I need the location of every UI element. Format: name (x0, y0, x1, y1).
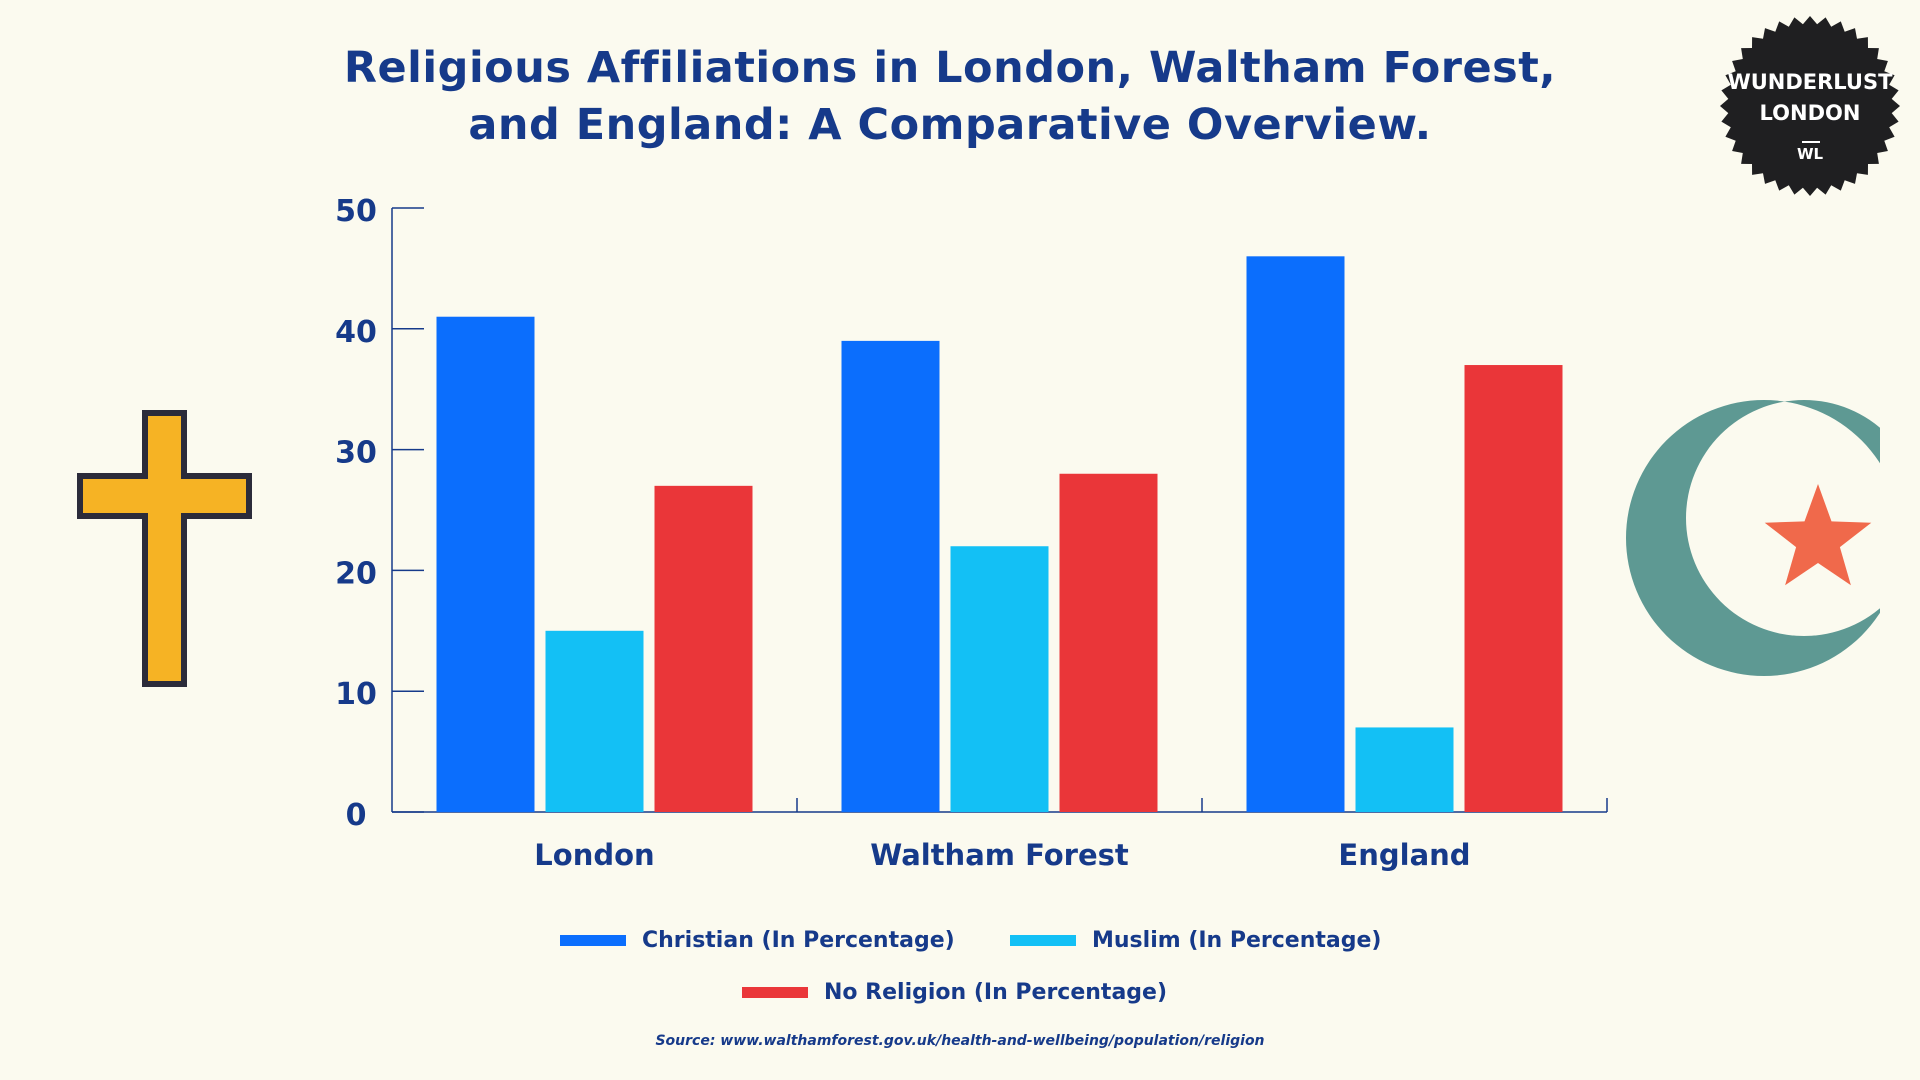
legend-item: No Religion (In Percentage) (742, 977, 1167, 1007)
chart-title-line-1: Religious Affiliations in London, Waltha… (343, 43, 1557, 93)
badge-divider (1802, 141, 1820, 143)
y-tick-label: 50 (335, 194, 377, 229)
y-tick-label: 10 (335, 677, 377, 712)
legend-label: No Religion (In Percentage) (824, 979, 1168, 1005)
x-category-label: England (1338, 838, 1470, 872)
y-tick-label: 0 (346, 798, 367, 833)
legend-label: Christian (In Percentage) (642, 927, 955, 953)
bar-muslim-waltham-forest (950, 546, 1049, 812)
chart-title-line-2: and England: A Comparative Overview. (468, 100, 1432, 150)
badge-line-3: WL (1796, 145, 1824, 163)
bar-muslim-england (1355, 727, 1454, 812)
chart-title: Religious Affiliations in London, Waltha… (250, 40, 1650, 154)
bar-christian-london (436, 316, 535, 812)
legend-swatch (560, 934, 626, 946)
badge-line-2: LONDON (1759, 101, 1861, 125)
wunderlust-london-logo: WUNDERLUST LONDON WL (1718, 14, 1902, 198)
badge-seal-icon (1720, 16, 1900, 196)
source-note: Source: www.walthamforest.gov.uk/health-… (655, 1033, 1265, 1049)
bar-christian-england (1246, 256, 1345, 812)
cross-icon (77, 410, 252, 687)
legend-label: Muslim (In Percentage) (1092, 927, 1382, 953)
badge-line-1: WUNDERLUST (1727, 70, 1893, 94)
legend-item: Christian (In Percentage) (560, 925, 955, 955)
bar-muslim-london (545, 630, 644, 812)
bar-no-religion-england (1464, 365, 1563, 812)
bar-no-religion-waltham-forest (1059, 473, 1158, 812)
legend-item: Muslim (In Percentage) (1010, 925, 1381, 955)
legend-swatch (742, 986, 808, 998)
crescent-star-icon (1626, 400, 1880, 676)
x-category-label: Waltham Forest (870, 838, 1129, 872)
y-tick-label: 20 (335, 556, 377, 591)
y-tick-label: 40 (335, 315, 377, 350)
bar-no-religion-london (654, 485, 753, 812)
y-tick-label: 30 (335, 436, 377, 471)
bar-christian-waltham-forest (841, 340, 940, 812)
x-category-label: London (534, 838, 654, 872)
legend-swatch (1010, 934, 1076, 946)
